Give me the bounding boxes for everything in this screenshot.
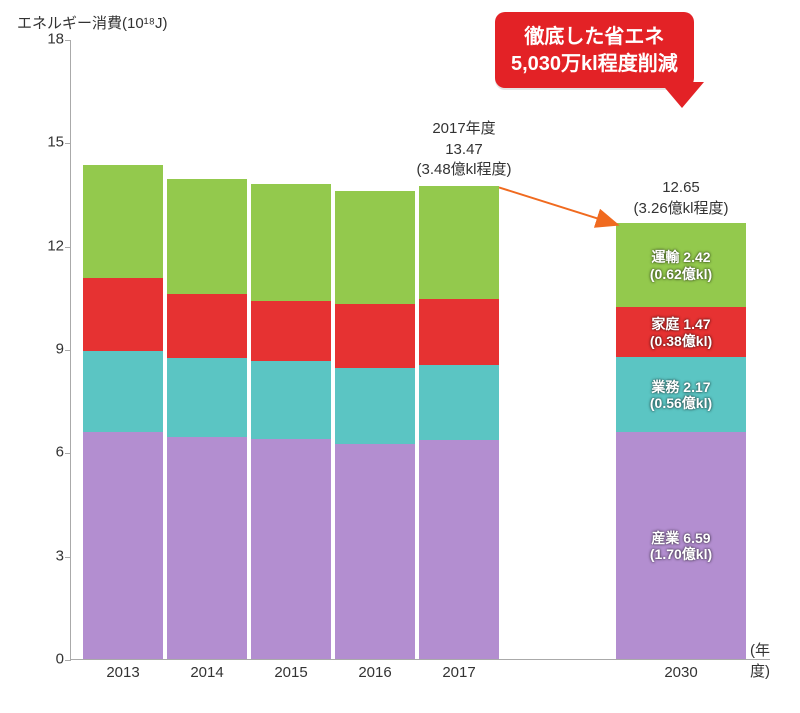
connector-arrow [71,40,771,660]
y-tick-mark [65,660,71,661]
y-tick-mark [65,557,71,558]
y-tick-mark [65,143,71,144]
x-tick-label: 2015 [251,664,331,681]
y-tick-mark [65,40,71,41]
x-tick-label: 2014 [167,664,247,681]
x-tick-label: 2017 [419,664,499,681]
callout-arrow-icon [660,82,704,108]
x-axis-suffix: (年度) [750,639,770,681]
y-tick-label: 18 [24,31,64,48]
y-tick-mark [65,453,71,454]
y-tick-label: 15 [24,134,64,151]
callout-box: 徹底した省エネ 5,030万kl程度削減 [495,12,694,88]
y-tick-label: 0 [24,651,64,668]
x-tick-label: 2030 [616,664,746,681]
callout-l2: 5,030万kl程度削減 [511,51,678,78]
energy-chart: エネルギー消費(10¹⁸J) 20132014201520162017産業 6.… [0,0,800,713]
y-tick-label: 12 [24,237,64,254]
y-tick-mark [65,247,71,248]
y-tick-label: 6 [24,444,64,461]
x-tick-label: 2016 [335,664,415,681]
y-tick-label: 9 [24,341,64,358]
x-tick-label: 2013 [83,664,163,681]
callout-l1: 徹底した省エネ [511,24,678,51]
plot-area: 20132014201520162017産業 6.59(1.70億kl)業務 2… [70,40,770,660]
y-tick-label: 3 [24,547,64,564]
y-tick-mark [65,350,71,351]
